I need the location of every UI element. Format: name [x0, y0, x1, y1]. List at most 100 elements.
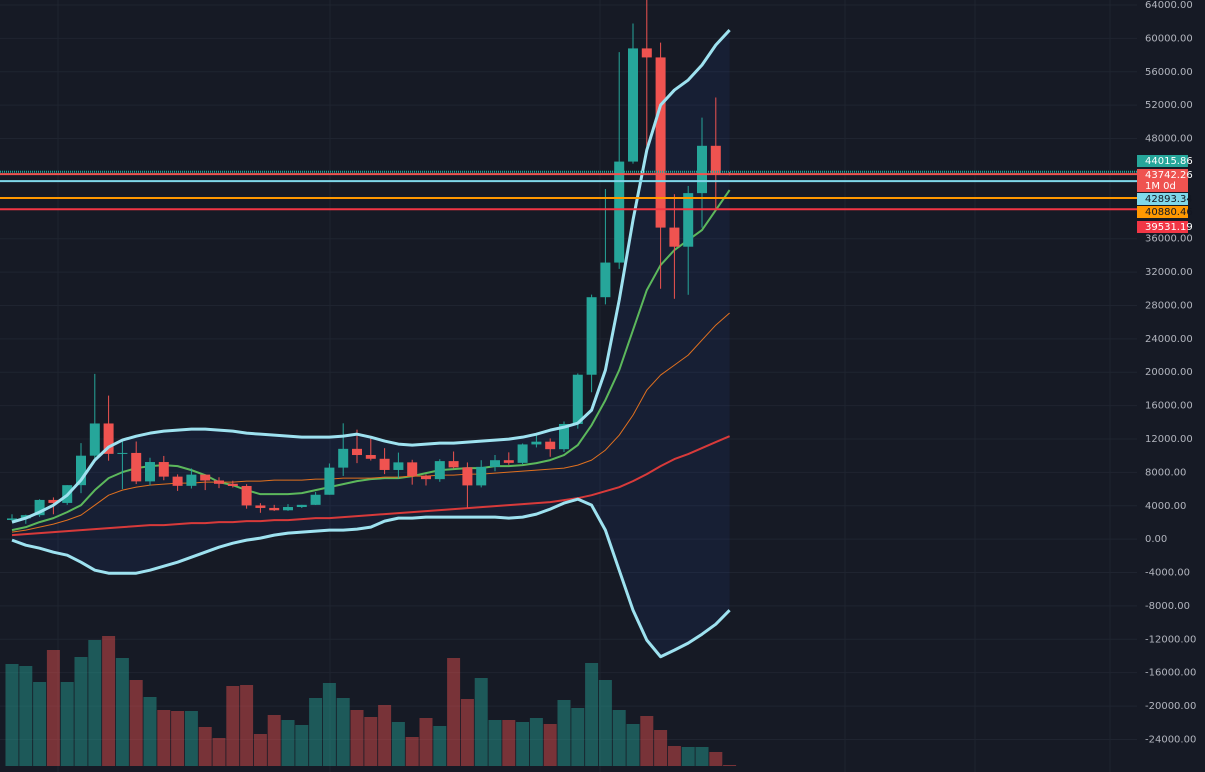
- candle-body: [683, 193, 694, 247]
- y-tick-label: -12000.00: [1145, 634, 1196, 645]
- countdown: 1M 0d: [1145, 181, 1176, 192]
- candle-body: [490, 460, 500, 467]
- volume-bar: [378, 705, 392, 766]
- volume-bar: [198, 727, 212, 766]
- price-label: 43742.26: [1145, 170, 1193, 181]
- candle-body: [600, 262, 611, 298]
- candle-body: [503, 460, 514, 463]
- volume-bar: [460, 699, 474, 766]
- volume-bar: [267, 715, 281, 766]
- candle-body: [697, 145, 707, 194]
- candle-body: [628, 48, 638, 162]
- volume-bar: [33, 682, 47, 766]
- candle-body: [379, 458, 390, 470]
- candle-body: [296, 504, 307, 508]
- candle-body: [172, 476, 183, 486]
- volume-bar: [433, 726, 447, 766]
- y-tick-label: -20000.00: [1145, 701, 1196, 712]
- volume-bar: [529, 718, 543, 766]
- volume-bar: [585, 663, 599, 766]
- volume-bar: [240, 685, 254, 766]
- candle-body: [103, 423, 114, 454]
- volume-bar: [364, 717, 378, 766]
- volume-bar: [253, 734, 267, 766]
- price-label-box: [1137, 155, 1188, 167]
- candle-body: [200, 474, 211, 481]
- price-label: 44015.86: [1145, 156, 1193, 167]
- candle-body: [324, 467, 335, 495]
- volume-bar: [598, 680, 612, 766]
- candle-body: [641, 48, 652, 58]
- y-tick-label: -4000.00: [1145, 568, 1190, 579]
- price-label-box: [1137, 169, 1188, 181]
- candle-body: [255, 505, 266, 508]
- price-label: 40880.46: [1145, 207, 1193, 218]
- price-label: 39531.19: [1145, 222, 1193, 233]
- candle-body: [517, 444, 528, 463]
- candle-body: [559, 423, 569, 450]
- y-tick-label: 16000.00: [1145, 401, 1193, 412]
- countdown-box: [1137, 180, 1188, 192]
- candle-body: [186, 474, 197, 486]
- candle-body: [462, 467, 473, 486]
- volume-bar: [488, 720, 502, 766]
- volume-bar: [391, 722, 405, 766]
- volume-bar: [157, 710, 171, 766]
- y-tick-label: -16000.00: [1145, 668, 1196, 679]
- candle-body: [310, 494, 321, 505]
- y-tick-label: 32000.00: [1145, 267, 1193, 278]
- y-tick-label: 36000.00: [1145, 234, 1193, 245]
- candle-body: [448, 461, 459, 468]
- volume-bar: [516, 722, 530, 766]
- volume-bar: [419, 718, 433, 766]
- volume-bar: [571, 708, 585, 766]
- volume-bar: [502, 720, 516, 766]
- y-tick-label: 48000.00: [1145, 134, 1193, 145]
- y-tick-label: 8000.00: [1145, 467, 1186, 478]
- volume-bar: [709, 752, 723, 766]
- candle-body: [227, 483, 238, 486]
- volume-bar: [322, 683, 336, 766]
- price-label: 42893.34: [1145, 194, 1193, 205]
- volume-bar: [46, 650, 60, 766]
- candle-body: [710, 145, 721, 174]
- price-label-box: [1137, 221, 1188, 233]
- candle-body: [669, 227, 680, 247]
- candle-body: [338, 448, 349, 468]
- volume-bar: [612, 710, 626, 766]
- volume-bar: [184, 711, 198, 766]
- band-lower: [11, 497, 731, 659]
- candle-body: [131, 452, 142, 482]
- volume-bar: [474, 678, 488, 766]
- volume-bar: [212, 738, 226, 766]
- y-tick-label: 20000.00: [1145, 367, 1193, 378]
- candle-body: [352, 448, 362, 456]
- volume-bar: [405, 737, 419, 766]
- volume-bar: [60, 682, 74, 766]
- candle-body: [34, 499, 45, 516]
- candle-body: [655, 57, 666, 228]
- candle-body: [283, 507, 293, 511]
- candle-body: [434, 461, 445, 480]
- y-tick-label: 64000.00: [1145, 0, 1193, 11]
- volume-bar: [350, 710, 364, 766]
- candle-body: [393, 462, 404, 470]
- candle-body: [531, 441, 542, 445]
- volume-bar: [309, 698, 323, 766]
- y-tick-label: 56000.00: [1145, 67, 1193, 78]
- candle-body: [241, 485, 252, 506]
- candle-body: [614, 161, 625, 263]
- price-label-box: [1137, 206, 1188, 218]
- candle-body: [48, 499, 59, 503]
- candle-body: [269, 507, 280, 511]
- candle-body: [407, 462, 418, 476]
- volume-bar: [336, 698, 350, 766]
- volume-bar: [447, 658, 461, 766]
- candle-body: [145, 462, 155, 482]
- volume-bar: [626, 724, 640, 766]
- band-fill: [12, 30, 730, 657]
- candle-body: [76, 455, 86, 486]
